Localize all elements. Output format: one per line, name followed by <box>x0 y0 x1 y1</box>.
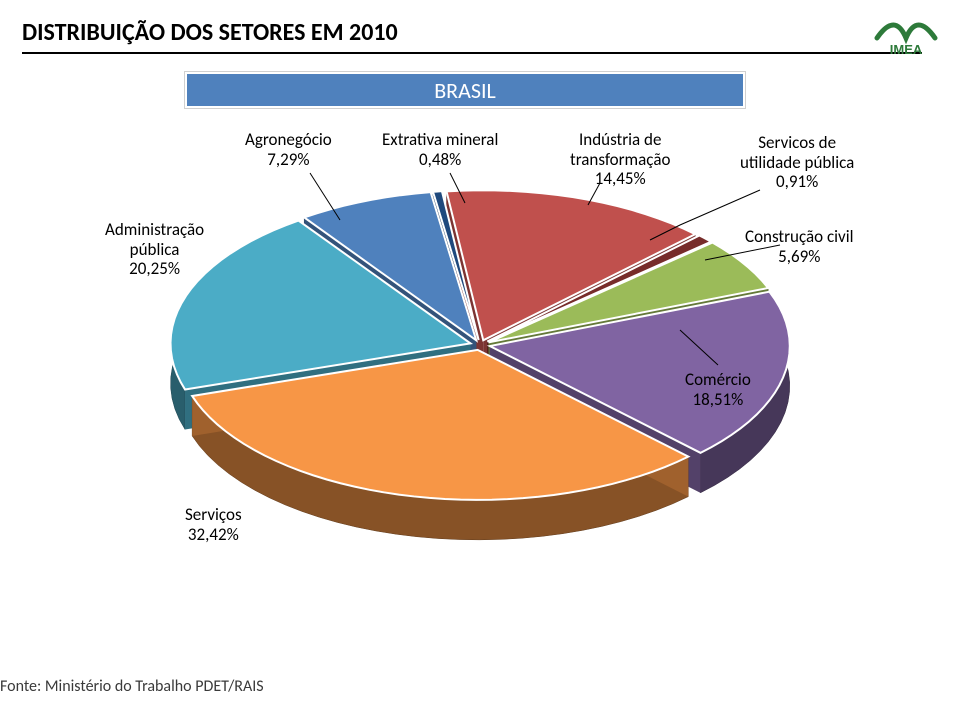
imea-logo: IMEA <box>871 8 941 56</box>
pie-label: Agronegócio7,29% <box>245 130 332 169</box>
pie-chart: Agronegócio7,29% Extrativa mineral0,48% In… <box>40 115 920 635</box>
pie-label: Construção civil5,69% <box>745 227 854 266</box>
source-text: Fonte: Ministério do Trabalho PDET/RAIS <box>0 677 264 696</box>
pie-label: Comércio18,51% <box>685 370 751 409</box>
pie-label: Administraçãopública20,25% <box>105 220 204 279</box>
region-label: BRASIL <box>434 77 496 104</box>
pie-label: Indústria detransformação14,45% <box>570 130 670 189</box>
pie-label: Servicos deutilidade pública0,91% <box>740 133 854 192</box>
svg-text:IMEA: IMEA <box>890 42 923 56</box>
page-title: DISTRIBUIÇÃO DOS SETORES EM 2010 <box>22 18 398 47</box>
pie-label: Extrativa mineral0,48% <box>382 130 498 169</box>
title-underline <box>22 52 922 54</box>
pie-label: Serviços32,42% <box>185 505 242 544</box>
region-bar: BRASIL <box>185 72 745 108</box>
slide: DISTRIBUIÇÃO DOS SETORES EM 2010 IMEA BR… <box>0 0 959 706</box>
